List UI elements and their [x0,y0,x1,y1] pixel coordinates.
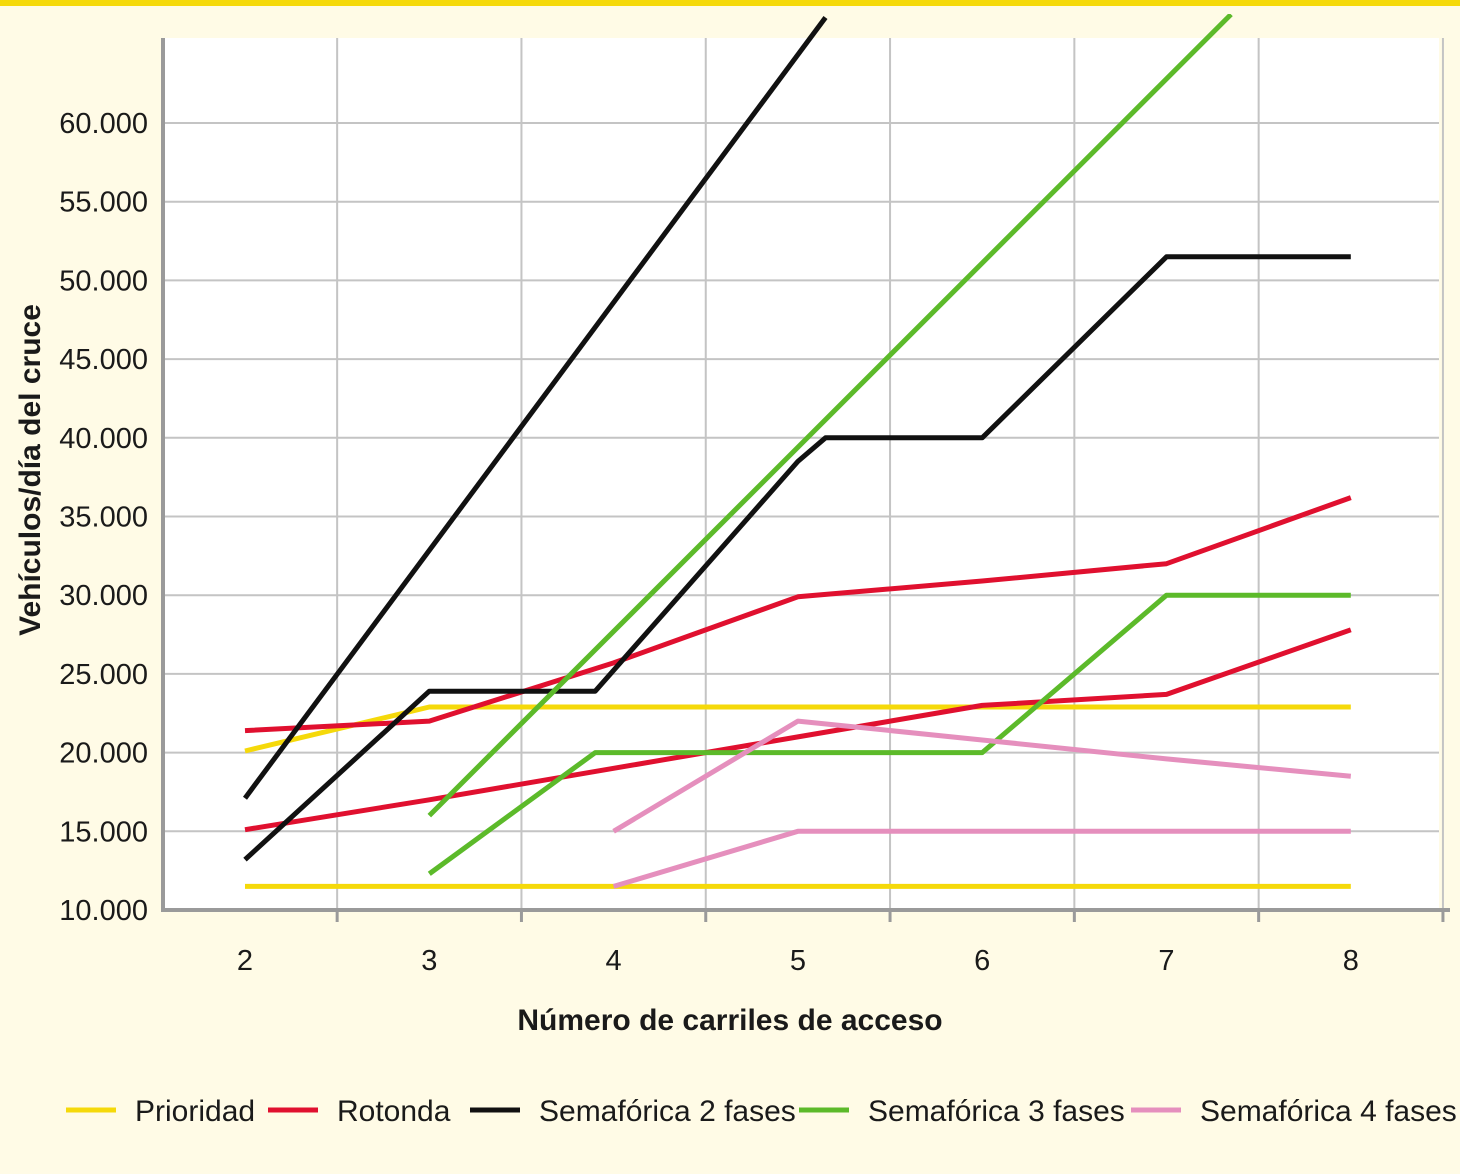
x-tick-label-0: 2 [237,945,253,977]
x-tick-label-3: 5 [790,945,806,977]
series-line-8 [612,828,1351,889]
series-line-5 [242,16,828,800]
series-line-9 [612,718,1352,834]
y-tick-label-10: 60.000 [59,108,148,140]
series-lines [242,14,1352,889]
y-tick-label-8: 50.000 [59,265,148,297]
y-tick-label-6: 40.000 [59,423,148,455]
series-line-3 [244,495,1352,734]
x-axis-title: Número de carriles de acceso [517,1004,942,1037]
tick-labels: 10.000 15.000 20.000 25.000 30.000 35.000 40.0… [59,108,1359,977]
legend-label-1: Rotonda [337,1095,451,1128]
y-tick-label-4: 30.000 [59,580,148,612]
x-tick-label-2: 4 [606,945,622,977]
legend-label-4: Semafórica 4 fases [1200,1095,1457,1128]
series-line-7 [427,14,1233,818]
legend-label-0: Prioridad [135,1095,255,1128]
y-tick-label-3: 25.000 [59,659,148,691]
x-tick-label-5: 7 [1158,945,1174,977]
x-tick-label-6: 8 [1343,945,1359,977]
top-accent-bar [0,0,1460,6]
series-line-6 [427,592,1351,876]
legend-label-2: Semafórica 2 fases [539,1095,796,1128]
y-tick-label-0: 10.000 [59,895,148,927]
plot-background [163,38,1439,910]
y-tick-label-9: 55.000 [59,187,148,219]
series-line-1 [244,704,1351,754]
legend: Prioridad Rotonda Semafórica 2 fases Semafó… [66,1095,1457,1128]
y-tick-label-1: 15.000 [59,816,148,848]
axes [161,38,1450,922]
series-line-2 [244,627,1352,833]
legend-label-3: Semafórica 3 fases [868,1095,1125,1128]
y-axis-title: Vehículos/día del cruce [14,304,47,636]
y-tick-label-5: 35.000 [59,502,148,534]
y-tick-label-7: 45.000 [59,344,148,376]
y-tick-label-2: 20.000 [59,738,148,770]
series-line-4 [243,254,1351,862]
x-tick-label-4: 6 [974,945,990,977]
grid-lines [163,38,1444,910]
x-tick-label-1: 3 [421,945,437,977]
